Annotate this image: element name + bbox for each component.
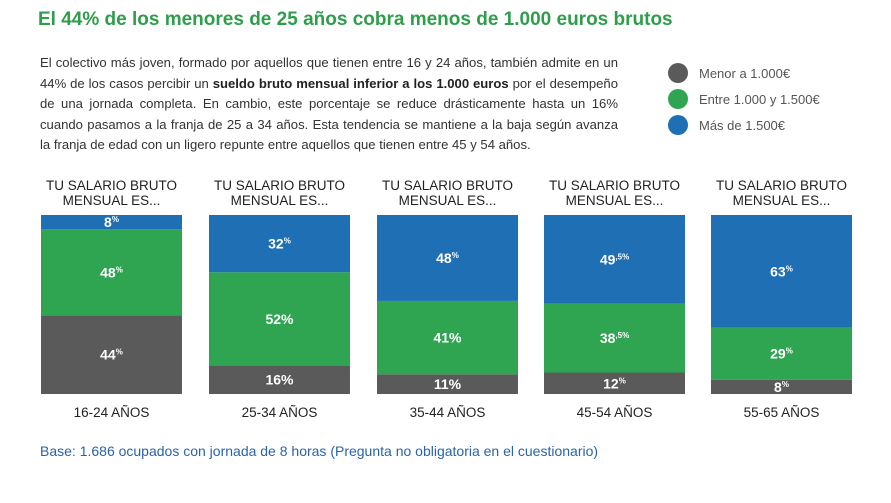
bar-segment: [41, 215, 182, 230]
footnote: Base: 1.686 ocupados con jornada de 8 ho…: [40, 443, 599, 459]
legend-item-1: Entre 1.000 y 1.500€: [668, 86, 820, 112]
legend-swatch-icon: [668, 89, 688, 109]
data-label: 11%: [434, 376, 462, 392]
bar-segment: [711, 327, 852, 380]
legend-swatch-icon: [668, 115, 688, 135]
category-label: 55-65 AÑOS: [744, 405, 820, 420]
chart-title: El 44% de los menores de 25 años cobra m…: [38, 9, 673, 30]
category-label: 25-34 AÑOS: [242, 405, 318, 420]
column-header: TU SALARIO BRUTO MENSUAL ES...: [716, 178, 847, 208]
data-label: 8%: [774, 379, 789, 395]
legend-label: Menor a 1.000€: [699, 65, 791, 81]
data-label: 52%: [265, 311, 294, 327]
data-label: 12%: [603, 375, 626, 391]
bar-segment: [41, 229, 182, 316]
column-header: TU SALARIO BRUTO MENSUAL ES...: [214, 178, 345, 208]
category-label: 45-54 AÑOS: [577, 405, 653, 420]
stacked-bar-chart: TU SALARIO BRUTO MENSUAL ES... 44% 48% 8% 16-…: [41, 178, 852, 420]
legend: Menor a 1.000€ Entre 1.000 y 1.500€ Más de…: [668, 60, 820, 138]
bar-segment: [544, 303, 685, 373]
bar-segment: [209, 365, 350, 394]
intro-text-start: El colectivo más joven, formado por aque…: [40, 55, 618, 91]
data-label: 63%: [770, 263, 793, 279]
category-label: 35-44 AÑOS: [410, 405, 486, 420]
intro-text-bold: sueldo bruto mensual inferior a los 1.00…: [212, 75, 509, 91]
data-label: 38,5%: [600, 330, 629, 346]
legend-label: Entre 1.000 y 1.500€: [699, 91, 820, 107]
data-label: 48%: [100, 264, 123, 280]
legend-label: Más de 1.500€: [699, 117, 786, 133]
data-label: 49,5%: [600, 251, 629, 267]
data-label: 29%: [770, 346, 793, 362]
column-header: TU SALARIO BRUTO MENSUAL ES...: [549, 178, 680, 208]
bar-segment: [377, 374, 518, 394]
legend-swatch-icon: [668, 63, 688, 83]
bar-segment: [377, 300, 518, 375]
data-label: 41%: [433, 330, 462, 346]
intro-paragraph: El colectivo más joven, formado por aque…: [40, 53, 618, 156]
data-label: 48%: [436, 250, 459, 266]
bar-segment: [209, 215, 350, 273]
column-header: TU SALARIO BRUTO MENSUAL ES...: [382, 178, 513, 208]
category-label: 16-24 AÑOS: [74, 405, 150, 420]
bar-segment: [711, 215, 852, 328]
bar-segment: [41, 315, 182, 394]
data-label: 8%: [104, 214, 119, 230]
data-label: 44%: [100, 347, 123, 363]
bar-segment: [209, 272, 350, 366]
data-label: 32%: [268, 236, 291, 252]
intro-text-end: por el desempeño de una jornada completa…: [40, 75, 618, 153]
legend-item-2: Más de 1.500€: [668, 112, 820, 138]
bar-segment: [377, 215, 518, 301]
bar-segment: [544, 215, 685, 304]
data-label: 16%: [265, 372, 294, 388]
bar-segment: [711, 379, 852, 394]
bar-segment: [544, 372, 685, 394]
column-header: TU SALARIO BRUTO MENSUAL ES...: [46, 178, 177, 208]
legend-item-0: Menor a 1.000€: [668, 60, 820, 86]
